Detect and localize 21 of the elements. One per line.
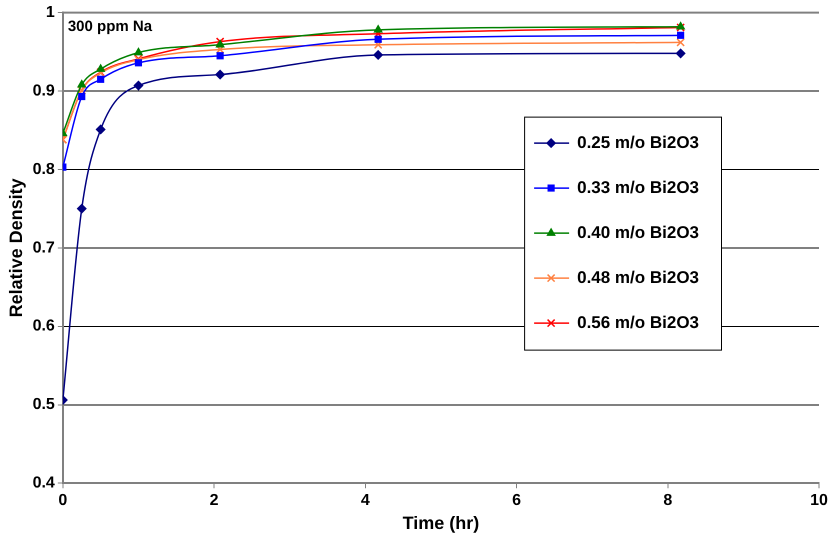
- legend-label: 0.48 m/o Bi2O3: [577, 268, 699, 287]
- legend-label: 0.25 m/o Bi2O3: [577, 132, 699, 152]
- x-tick-label: 4: [360, 492, 370, 510]
- y-tick-label: 0.9: [32, 82, 55, 100]
- legend-label: 0.40 m/o Bi2O3: [577, 222, 699, 242]
- x-tick-label: 10: [810, 492, 828, 510]
- y-tick-label: 0.5: [32, 396, 55, 414]
- legend-label: 0.56 m/o Bi2O3: [577, 312, 699, 332]
- y-tick-label: 1: [46, 4, 55, 22]
- legend-label: 0.33 m/o Bi2O3: [577, 178, 699, 197]
- x-tick-label: 8: [663, 492, 672, 510]
- y-axis-title: Relative Density: [6, 178, 26, 318]
- y-tick-label: 0.7: [32, 239, 55, 256]
- y-tick-label: 0.8: [32, 160, 55, 178]
- y-tick-label: 0.4: [32, 474, 55, 492]
- x-tick-label: 6: [512, 492, 522, 510]
- x-axis-title: Time (hr): [402, 513, 480, 534]
- x-tick-label: 0: [58, 492, 68, 510]
- y-tick-label: 0.6: [32, 318, 55, 335]
- annotation: 300 ppm Na: [68, 18, 153, 36]
- x-tick-label: 2: [210, 492, 219, 510]
